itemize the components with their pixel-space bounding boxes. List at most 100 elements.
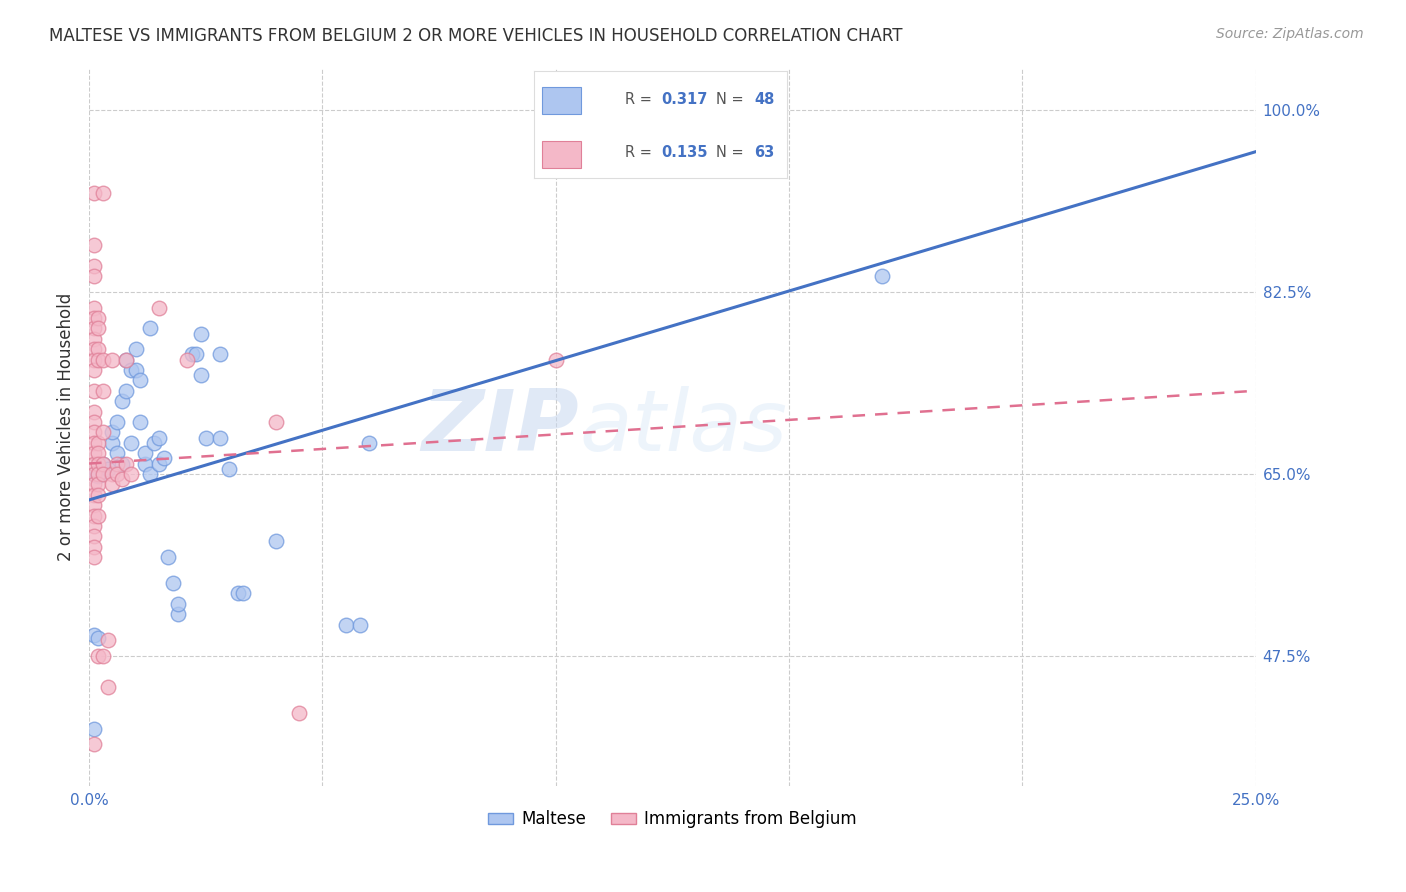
Point bbox=[83, 342, 105, 356]
Point bbox=[357, 435, 380, 450]
Point bbox=[101, 352, 124, 367]
Point bbox=[111, 394, 134, 409]
Point bbox=[83, 352, 105, 367]
Point bbox=[83, 540, 105, 554]
Point bbox=[218, 461, 240, 475]
Point bbox=[87, 488, 110, 502]
Text: N =: N = bbox=[717, 92, 749, 107]
Point bbox=[87, 435, 110, 450]
Point bbox=[105, 415, 128, 429]
Bar bbox=[541, 87, 581, 114]
Point bbox=[83, 332, 105, 346]
Point bbox=[83, 321, 105, 335]
Point bbox=[335, 617, 357, 632]
Point bbox=[83, 363, 105, 377]
Point bbox=[157, 550, 180, 565]
Point bbox=[83, 404, 105, 418]
Point bbox=[115, 384, 138, 398]
Point bbox=[120, 435, 142, 450]
Legend: Maltese, Immigrants from Belgium: Maltese, Immigrants from Belgium bbox=[481, 804, 863, 835]
Point bbox=[288, 706, 311, 720]
Point bbox=[129, 373, 152, 387]
Point bbox=[120, 363, 142, 377]
Text: 0.317: 0.317 bbox=[661, 92, 707, 107]
Text: R =: R = bbox=[626, 92, 657, 107]
Point bbox=[83, 259, 105, 273]
Point bbox=[138, 467, 160, 481]
Point bbox=[87, 446, 110, 460]
Point bbox=[83, 301, 105, 315]
Point bbox=[143, 435, 166, 450]
Point bbox=[120, 467, 142, 481]
Point bbox=[208, 347, 231, 361]
Point bbox=[83, 477, 105, 491]
Point bbox=[166, 607, 188, 622]
Text: 48: 48 bbox=[755, 92, 775, 107]
Text: ZIP: ZIP bbox=[422, 385, 579, 468]
Point bbox=[87, 648, 110, 663]
Point bbox=[91, 457, 114, 471]
Point bbox=[83, 628, 105, 642]
Point bbox=[83, 519, 105, 533]
Point bbox=[97, 461, 120, 475]
Point bbox=[148, 431, 170, 445]
Text: 0.135: 0.135 bbox=[661, 145, 707, 161]
Point bbox=[186, 347, 208, 361]
Point bbox=[176, 352, 198, 367]
Point bbox=[91, 467, 114, 481]
Point bbox=[83, 415, 105, 429]
Point bbox=[87, 457, 110, 471]
Point bbox=[101, 467, 124, 481]
Point bbox=[97, 633, 120, 648]
Point bbox=[134, 446, 156, 460]
Point bbox=[83, 457, 105, 471]
Point bbox=[166, 597, 188, 611]
Point bbox=[83, 722, 105, 736]
Point bbox=[101, 435, 124, 450]
Point bbox=[97, 680, 120, 694]
Text: R =: R = bbox=[626, 145, 657, 161]
Point bbox=[115, 352, 138, 367]
Point bbox=[134, 457, 156, 471]
Point bbox=[232, 586, 254, 600]
Point bbox=[87, 467, 110, 481]
Point bbox=[83, 550, 105, 565]
Point bbox=[105, 467, 128, 481]
Point bbox=[148, 457, 170, 471]
Point bbox=[115, 352, 138, 367]
Point bbox=[83, 508, 105, 523]
Point bbox=[111, 472, 134, 486]
Point bbox=[544, 352, 567, 367]
Point bbox=[91, 384, 114, 398]
Point bbox=[264, 534, 287, 549]
Point bbox=[208, 431, 231, 445]
Point bbox=[83, 467, 105, 481]
Text: atlas: atlas bbox=[579, 385, 787, 468]
Text: Source: ZipAtlas.com: Source: ZipAtlas.com bbox=[1216, 27, 1364, 41]
Text: MALTESE VS IMMIGRANTS FROM BELGIUM 2 OR MORE VEHICLES IN HOUSEHOLD CORRELATION C: MALTESE VS IMMIGRANTS FROM BELGIUM 2 OR … bbox=[49, 27, 903, 45]
Point bbox=[101, 477, 124, 491]
Point bbox=[190, 326, 212, 341]
Point bbox=[105, 446, 128, 460]
Point bbox=[87, 352, 110, 367]
Point bbox=[83, 529, 105, 543]
Point bbox=[264, 415, 287, 429]
Point bbox=[87, 477, 110, 491]
Point bbox=[125, 363, 148, 377]
Point bbox=[83, 488, 105, 502]
Point bbox=[152, 451, 174, 466]
Point bbox=[872, 269, 894, 284]
Point bbox=[162, 576, 184, 591]
Point bbox=[83, 737, 105, 751]
Point bbox=[83, 498, 105, 512]
Point bbox=[115, 457, 138, 471]
Point bbox=[87, 469, 110, 483]
Point bbox=[138, 321, 160, 335]
Point bbox=[91, 352, 114, 367]
Point bbox=[87, 311, 110, 326]
Point bbox=[194, 431, 217, 445]
Text: 63: 63 bbox=[755, 145, 775, 161]
Point bbox=[111, 457, 134, 471]
Point bbox=[349, 617, 371, 632]
Point bbox=[91, 425, 114, 440]
